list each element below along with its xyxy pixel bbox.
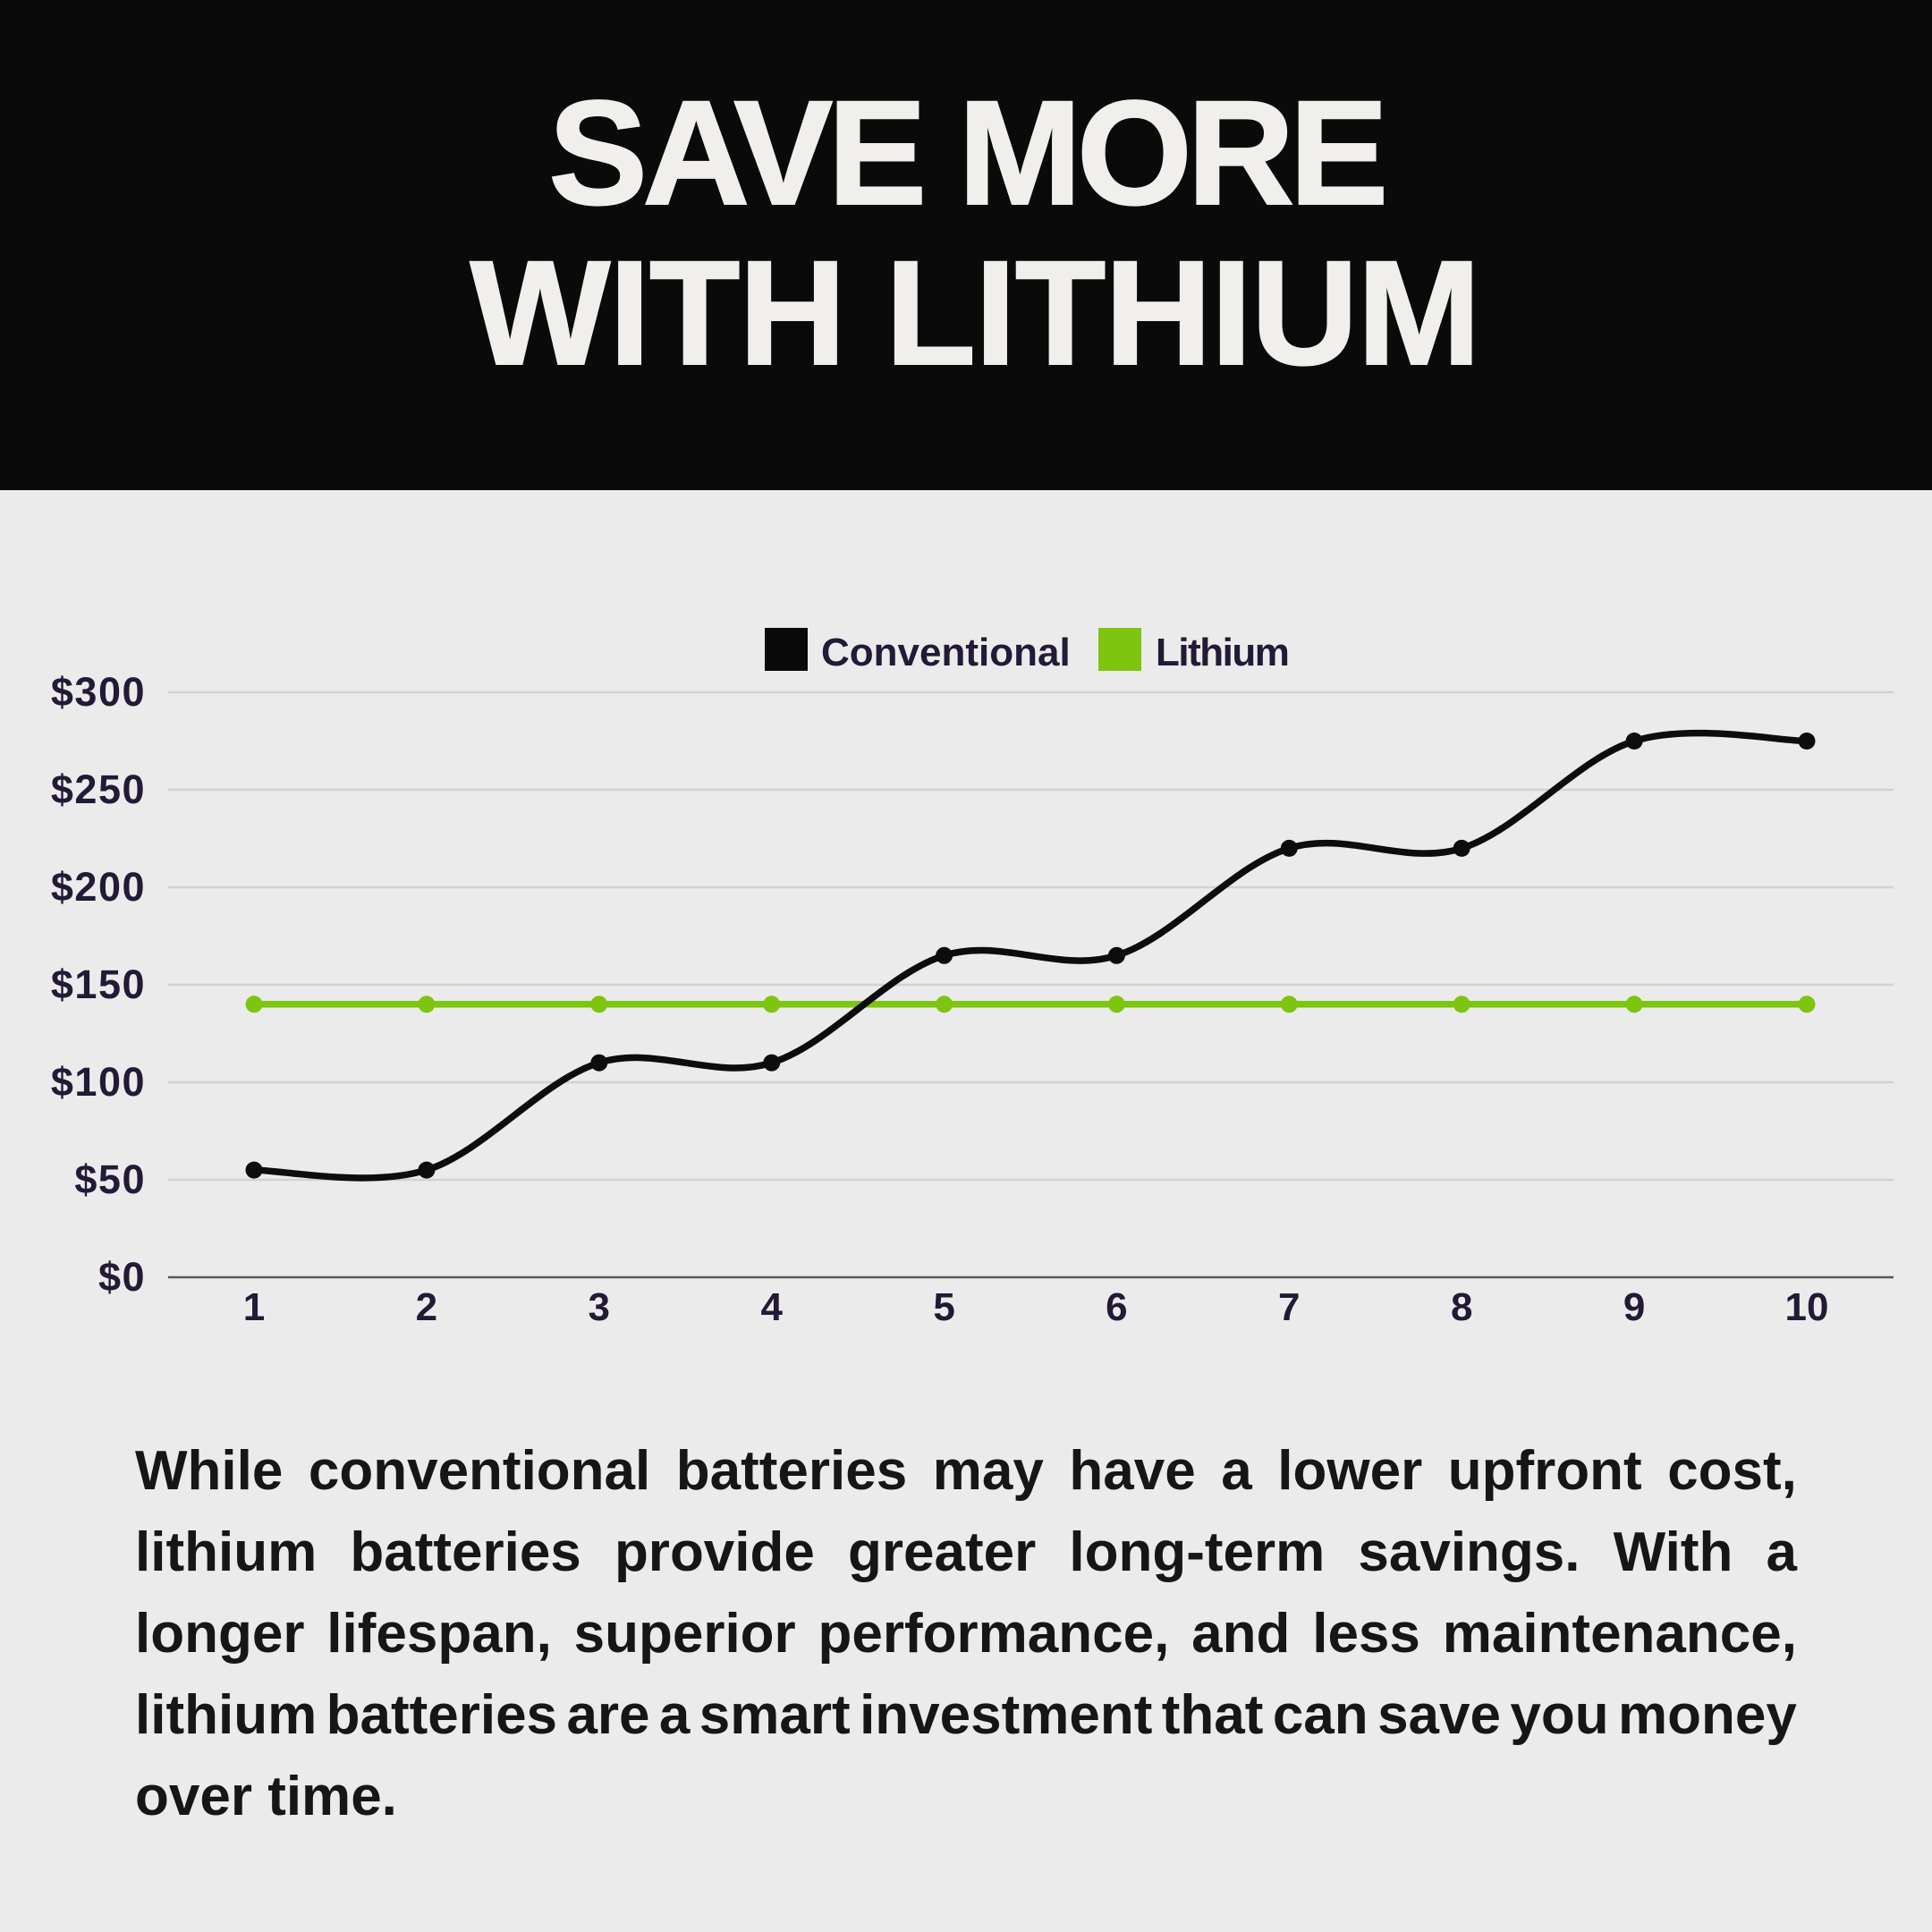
svg-text:10: 10 bbox=[1785, 1285, 1829, 1329]
svg-text:$200: $200 bbox=[51, 864, 146, 910]
svg-text:$50: $50 bbox=[74, 1157, 146, 1202]
svg-text:8: 8 bbox=[1451, 1285, 1472, 1329]
svg-text:$100: $100 bbox=[51, 1059, 146, 1105]
svg-text:Lithium: Lithium bbox=[1156, 631, 1288, 674]
svg-text:9: 9 bbox=[1623, 1285, 1645, 1329]
svg-text:$250: $250 bbox=[51, 767, 146, 812]
svg-text:4: 4 bbox=[760, 1285, 783, 1329]
svg-text:3: 3 bbox=[589, 1285, 610, 1329]
svg-text:5: 5 bbox=[933, 1285, 954, 1329]
svg-text:Conventional: Conventional bbox=[821, 631, 1071, 674]
svg-text:6: 6 bbox=[1106, 1285, 1127, 1329]
svg-text:7: 7 bbox=[1278, 1285, 1300, 1329]
svg-text:$150: $150 bbox=[51, 962, 146, 1007]
svg-text:$300: $300 bbox=[51, 669, 146, 715]
svg-text:2: 2 bbox=[416, 1285, 437, 1329]
svg-text:$0: $0 bbox=[98, 1254, 146, 1300]
svg-text:1: 1 bbox=[243, 1285, 265, 1329]
